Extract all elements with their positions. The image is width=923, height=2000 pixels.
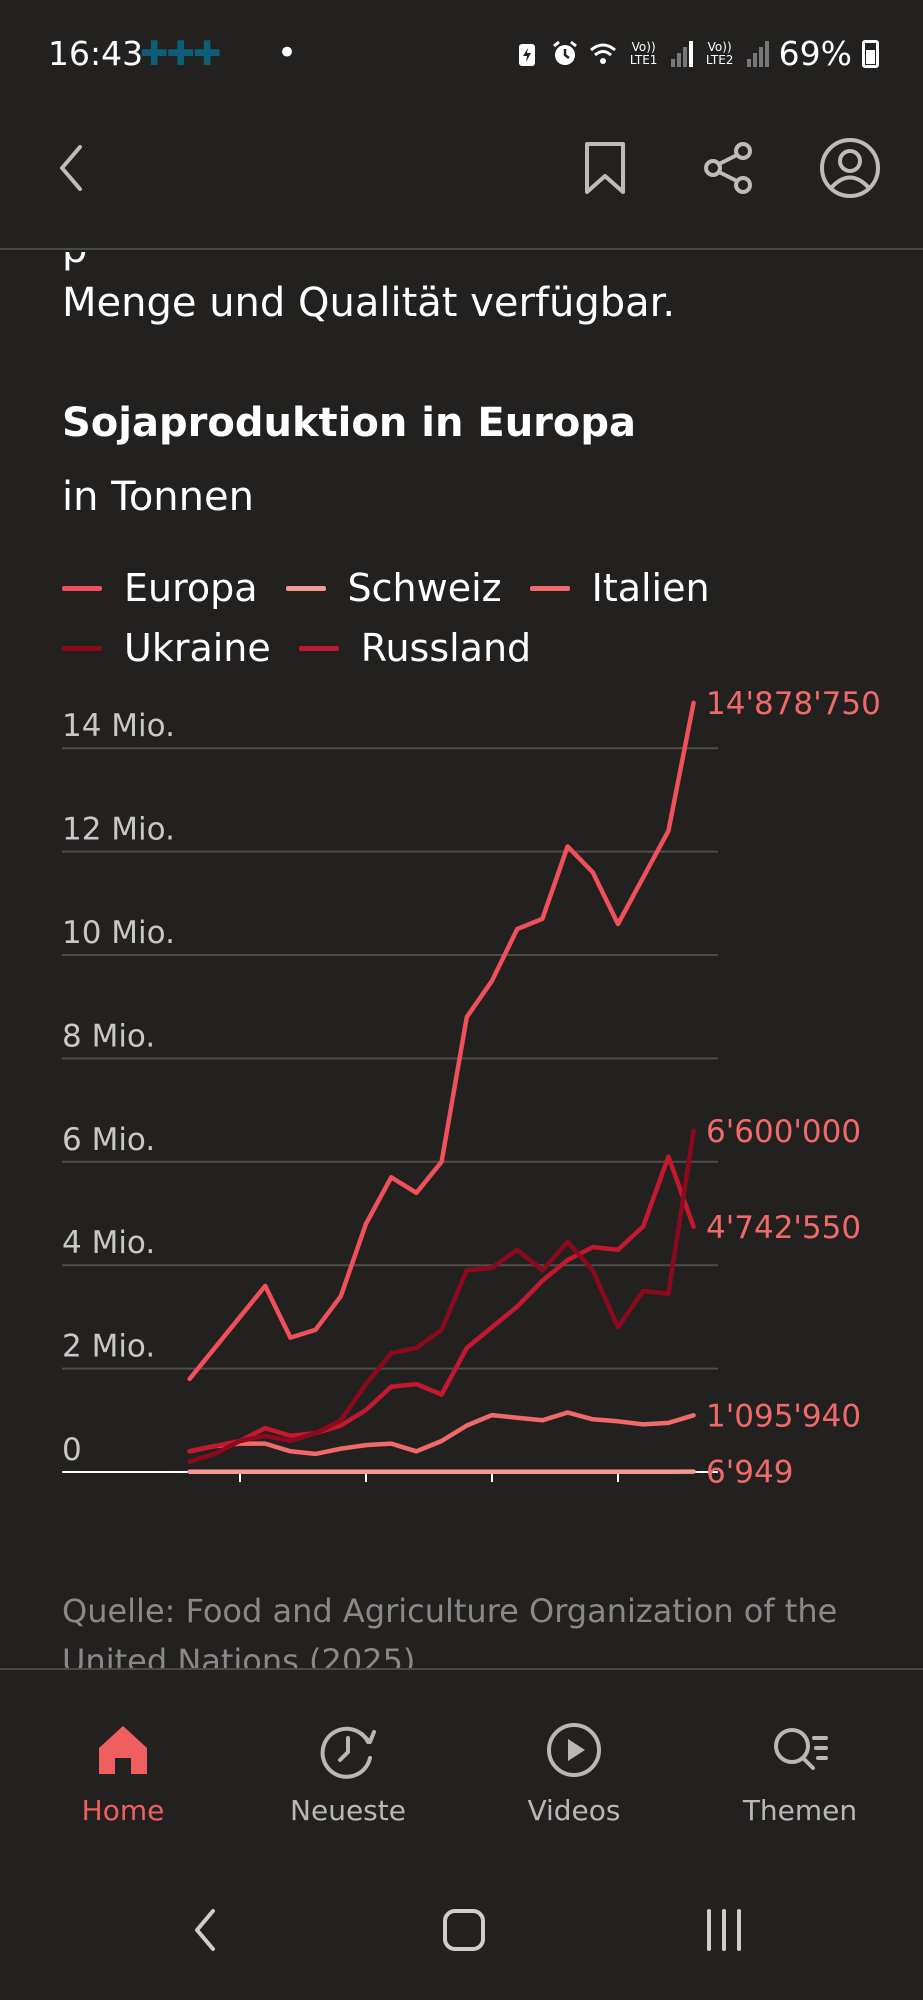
nav-videos[interactable]: Videos: [459, 1670, 689, 1852]
status-time: 16:43: [48, 34, 144, 73]
legend-swatch-russland: [298, 645, 339, 651]
battery-saver-icon: [518, 43, 535, 66]
y-tick-label: 6 Mio.: [62, 1122, 155, 1158]
end-label-ukraine: 6'600'000: [706, 1114, 861, 1150]
lte1-label: Vo)) LTE1: [629, 39, 658, 67]
series-line-russland: [187, 1154, 696, 1454]
system-back-icon: [195, 1909, 215, 1951]
signal-icon: [670, 40, 693, 67]
nav-neueste-label: Neueste: [290, 1794, 406, 1827]
legend-label-ukraine: Ukraine: [124, 626, 271, 670]
series-line-italien: [187, 1410, 696, 1457]
end-label-russland: 4'742'550: [706, 1210, 861, 1246]
y-tick-label: 4 Mio.: [62, 1225, 155, 1261]
article-cut-text: p: [62, 252, 87, 272]
legend-swatch-schweiz: [285, 585, 326, 591]
article-content[interactable]: p Menge und Qualität verfügbar. Sojaprod…: [0, 252, 923, 1670]
chart-legend: Europa Schweiz Italien Ukraine Russland: [62, 558, 882, 678]
legend-swatch-europa: [62, 585, 102, 591]
wifi-icon: [589, 43, 616, 64]
play-icon: [547, 1723, 601, 1777]
battery-icon: [862, 39, 879, 68]
legend-item-schweiz: Schweiz: [285, 566, 502, 610]
chart-source: Quelle: Food and Agriculture Organizatio…: [62, 1592, 838, 1670]
top-app-bar: [0, 110, 923, 250]
legend-label-russland: Russland: [360, 626, 532, 670]
end-label-europa: 14'878'750: [706, 686, 881, 722]
chart-subtitle: in Tonnen: [62, 474, 254, 520]
system-back-button[interactable]: [165, 1890, 245, 1970]
bottom-navigation: Home Neueste Videos Themen: [0, 1668, 923, 1850]
share-button[interactable]: [696, 136, 760, 200]
recent-clock-icon: [320, 1726, 376, 1779]
share-icon: [704, 142, 752, 194]
end-label-italien: 1'095'940: [706, 1398, 861, 1434]
system-navigation-bar: [0, 1850, 923, 2000]
article-paragraph: Menge und Qualität verfügbar.: [62, 280, 676, 326]
nav-home-label: Home: [81, 1794, 165, 1827]
legend-row: Europa Schweiz Italien: [62, 558, 882, 618]
system-home-icon: [443, 1909, 485, 1951]
legend-row: Ukraine Russland: [62, 618, 882, 678]
y-tick-label: 10 Mio.: [62, 915, 175, 951]
signal-icon: [746, 40, 769, 67]
back-arrow-icon: [60, 145, 82, 191]
legend-label-europa: Europa: [124, 566, 258, 610]
legend-swatch-italien: [529, 585, 570, 591]
end-label-schweiz: 6'949: [706, 1455, 793, 1491]
legend-label-italien: Italien: [591, 566, 710, 610]
chart-title: Sojaproduktion in Europa: [62, 400, 637, 446]
alarm-icon: [552, 40, 577, 65]
profile-icon: [820, 138, 880, 198]
bookmark-button[interactable]: [573, 136, 637, 200]
nav-themen[interactable]: Themen: [685, 1670, 915, 1852]
nav-home[interactable]: Home: [8, 1670, 238, 1852]
y-tick-label: 2 Mio.: [62, 1329, 155, 1365]
y-tick-label: 8 Mio.: [62, 1018, 155, 1054]
status-bar: 16:43 ✚✚✚ • Vo)) LTE1 Vo)) LTE2 69%: [0, 0, 923, 110]
y-tick-label: 12 Mio.: [62, 812, 175, 848]
legend-item-europa: Europa: [62, 566, 258, 610]
legend-item-ukraine: Ukraine: [62, 626, 271, 670]
nav-themen-label: Themen: [742, 1794, 858, 1827]
notification-dot-icon: •: [277, 33, 298, 73]
back-button[interactable]: [40, 136, 104, 200]
topics-search-icon: [774, 1728, 828, 1770]
status-icons: Vo)) LTE1 Vo)) LTE2 69%: [513, 34, 879, 73]
legend-item-italien: Italien: [529, 566, 710, 610]
system-recents-button[interactable]: [684, 1890, 764, 1970]
legend-item-russland: Russland: [298, 626, 532, 670]
profile-button[interactable]: [818, 136, 882, 200]
legend-swatch-ukraine: [62, 645, 102, 651]
series-line-europa: [187, 700, 696, 1382]
system-recents-icon: [707, 1909, 741, 1951]
nav-neueste[interactable]: Neueste: [233, 1670, 463, 1852]
series-line-ukraine: [187, 1128, 696, 1464]
soy-production-line-chart: 0 2 Mio. 4 Mio. 6 Mio. 8 Mio. 10 Mio. 12 Mio. 1…: [62, 686, 881, 1491]
system-home-button[interactable]: [424, 1890, 504, 1970]
lte2-label: Vo)) LTE2: [705, 39, 734, 67]
nav-videos-label: Videos: [527, 1794, 621, 1827]
y-tick-label: 14 Mio.: [62, 708, 175, 744]
y-tick-label: 0: [62, 1432, 82, 1468]
legend-label-schweiz: Schweiz: [347, 566, 502, 610]
bookmark-icon: [585, 142, 625, 194]
carrier-cross-icons: ✚✚✚: [140, 34, 221, 74]
battery-percent: 69%: [778, 34, 852, 73]
home-icon: [99, 1726, 147, 1774]
